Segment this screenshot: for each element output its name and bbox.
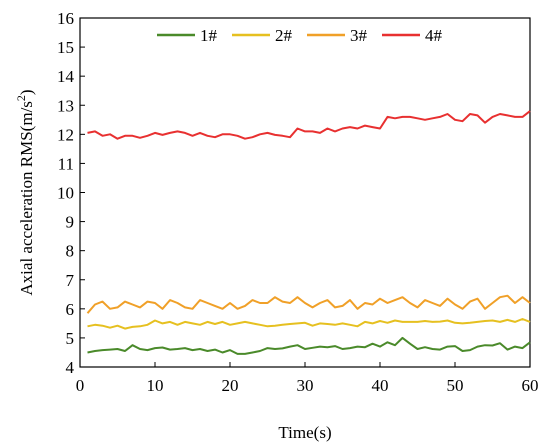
legend-label-3: 3# [350,26,368,45]
series-line-1 [87,336,531,355]
x-tick-label: 20 [222,376,239,395]
plot-border [79,17,531,368]
x-axis: 0 10 20 30 40 50 60 [76,362,539,395]
y-tick-label: 5 [66,329,75,348]
y-tick-label: 7 [66,271,75,290]
x-tick-label: 30 [297,376,314,395]
x-tick-label: 0 [76,376,85,395]
y-tick-label: 4 [66,358,75,377]
legend-label-4: 4# [425,26,443,45]
y-axis-title: Axial acceleration RMS(m/s2) [14,89,36,295]
x-tick-label: 40 [372,376,389,395]
plot-area [79,17,531,368]
y-tick-label: 8 [66,242,75,261]
y-axis: 4 5 6 7 8 9 10 11 12 13 14 15 16 [57,9,85,377]
legend-label-1: 1# [200,26,218,45]
y-tick-label: 10 [57,184,74,203]
y-axis-title-main: Axial acceleration RMS(m/s [17,101,36,296]
series-line-3 [86,294,531,314]
y-tick-label: 16 [57,9,74,28]
y-tick-label: 14 [57,67,75,86]
series-layer [86,110,531,355]
legend: 1# 2# 3# 4# [157,26,443,45]
series-line-4 [87,110,531,140]
x-axis-title: Time(s) [278,423,331,442]
y-tick-label: 15 [57,38,74,57]
x-tick-label: 60 [522,376,539,395]
y-tick-label: 6 [66,300,75,319]
x-tick-label: 10 [147,376,164,395]
series-line-2 [87,318,531,330]
y-tick-label: 9 [66,213,75,232]
legend-label-2: 2# [275,26,293,45]
x-tick-label: 50 [447,376,464,395]
y-tick-label: 12 [57,125,74,144]
y-axis-title-close: ) [17,89,36,95]
y-tick-label: 11 [58,154,74,173]
y-axis-title-superscript: 2 [14,95,28,101]
y-tick-label: 13 [57,96,74,115]
